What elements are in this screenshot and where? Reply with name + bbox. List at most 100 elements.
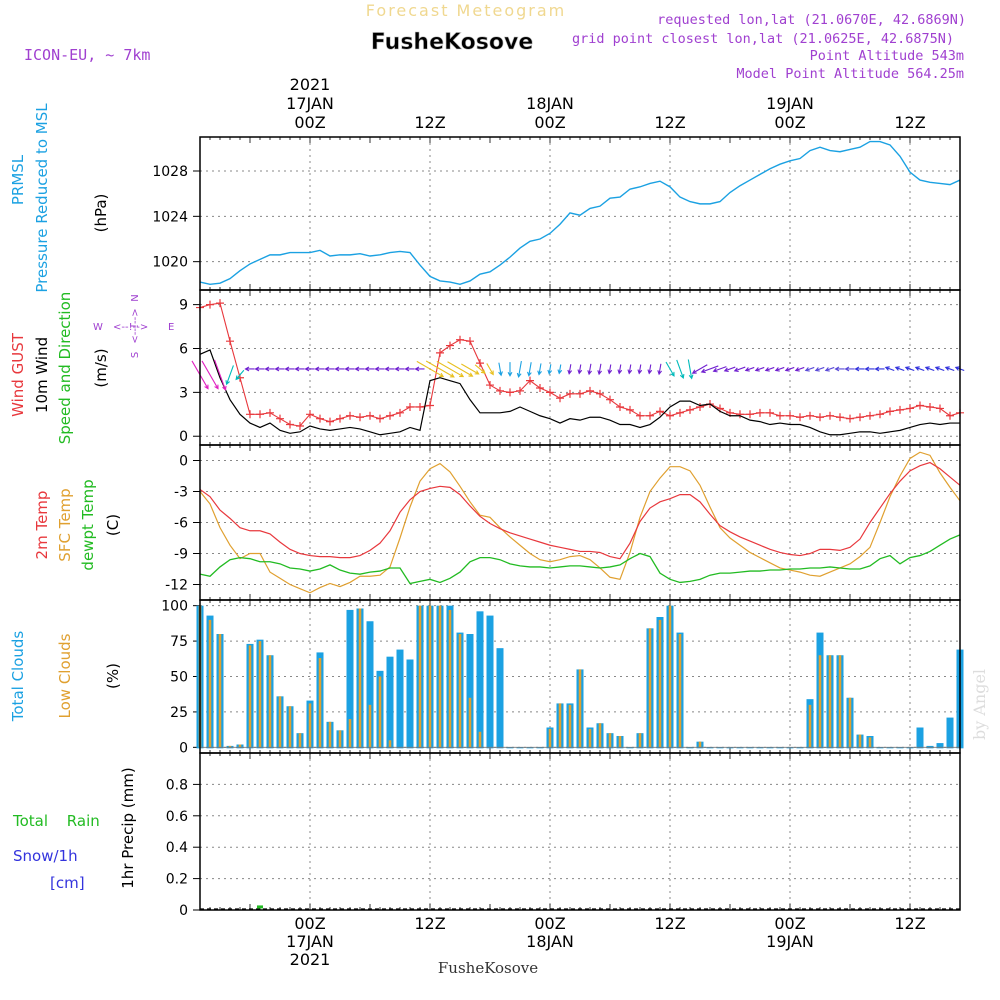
- total-cloud-bar: [466, 634, 474, 749]
- gust-marker: [216, 299, 224, 308]
- panel-temperature: 0 -3 -6 -9 -12: [165, 444, 961, 601]
- top-time-label: 12Z: [894, 113, 925, 132]
- low-cloud-bar: [298, 733, 302, 748]
- rain-bar: [257, 905, 263, 909]
- gust-marker: [396, 408, 404, 417]
- wind-direction-arrow: [676, 359, 685, 380]
- low-cloud-bar: [368, 704, 372, 748]
- top-time-label: 12Z: [414, 113, 445, 132]
- wind-direction-arrow: [516, 360, 522, 378]
- low-cloud-bar: [638, 733, 642, 748]
- gust-marker: [316, 414, 324, 423]
- total-cloud-bar: [366, 621, 374, 749]
- wind-direction-arrow: [764, 366, 775, 372]
- gust-marker: [646, 411, 654, 420]
- wind-direction-arrow: [774, 366, 785, 372]
- wind-direction-arrow: [844, 366, 855, 372]
- compass-ew-arrows: <--!-->: [113, 322, 148, 333]
- total-cloud-bar: [906, 747, 914, 749]
- low-cloud-bar: [608, 733, 612, 748]
- wind-direction-arrow: [794, 366, 805, 372]
- gust-marker: [666, 411, 674, 420]
- gust-marker: [536, 383, 544, 392]
- low-cloud-bar: [618, 736, 622, 748]
- wind-direction-arrow: [607, 364, 613, 375]
- temp-unit: (C): [104, 514, 122, 536]
- wind-direction-arrow: [244, 366, 255, 372]
- low-cloud-bar: [678, 634, 682, 748]
- wind-unit: (m/s): [92, 348, 110, 387]
- gust-marker: [946, 411, 954, 420]
- gust-marker: [366, 411, 374, 420]
- total-cloud-bar: [496, 648, 504, 749]
- gust-marker: [376, 414, 384, 423]
- compass-w: W: [93, 322, 103, 333]
- gust-marker: [606, 395, 614, 404]
- model-altitude: Model Point Altitude 564.25m: [736, 66, 964, 82]
- y-tick-label: 0.2: [166, 872, 188, 888]
- wind-direction-arrow: [294, 366, 305, 372]
- panel-clouds: 0 25 50 75 100: [161, 599, 964, 756]
- wind-direction-arrow: [784, 366, 795, 372]
- y-tick-label: 0: [179, 429, 188, 445]
- low-cloud-bar: [698, 741, 702, 748]
- wind-direction-arrow: [214, 359, 227, 391]
- total-cloud-bar: [726, 747, 734, 749]
- snow-legend: Snow/1h: [13, 847, 78, 865]
- low-cloud-bar: [558, 703, 562, 748]
- total-cloud-bar: [346, 609, 354, 749]
- y-tick-label: 1028: [152, 164, 188, 180]
- total-cloud-bar: [476, 611, 484, 749]
- low-cloud-bar: [828, 655, 832, 748]
- wind-direction-arrow: [894, 366, 905, 372]
- total-cloud-bar: [786, 747, 794, 749]
- gust-marker: [496, 386, 504, 395]
- low-cloud-bar: [218, 634, 222, 748]
- y-tick-label: 0: [179, 903, 188, 919]
- top-time-label: 2021: [290, 75, 331, 94]
- gust-marker: [936, 404, 944, 413]
- wind-direction-arrow: [924, 366, 935, 372]
- wind-direction-arrow: [414, 366, 425, 372]
- low-cloud-bar: [468, 697, 472, 748]
- gust-marker: [636, 411, 644, 420]
- wind-direction-arrow: [804, 366, 815, 372]
- gust-marker: [596, 389, 604, 398]
- point-altitude: Point Altitude 543m: [810, 48, 964, 64]
- low-cloud-bar: [268, 655, 272, 748]
- y-tick-label: 0.6: [166, 809, 188, 825]
- top-time-label: 19JAN: [766, 94, 814, 113]
- total-cloud-bar: [386, 656, 394, 749]
- wind-direction-arrow: [700, 365, 719, 374]
- wind-direction-arrow: [374, 366, 385, 372]
- gust-marker: [826, 411, 834, 420]
- gust-marker: [696, 402, 704, 411]
- total-cloud-bar: [946, 717, 954, 749]
- total-cloud-bar: [406, 659, 414, 749]
- low-cloud-bar: [548, 728, 552, 748]
- gust-marker: [306, 410, 314, 419]
- wind-direction-arrow: [547, 364, 553, 375]
- gust-marker: [506, 388, 514, 397]
- gust-marker: [356, 413, 364, 422]
- gust-marker: [276, 414, 284, 423]
- low-cloud-bar: [588, 728, 592, 748]
- total-cloud-bar: [776, 747, 784, 749]
- low-cloud-bar: [378, 676, 382, 748]
- wind-direction-arrow: [637, 364, 643, 375]
- t2m-label: 2m Temp: [33, 491, 51, 560]
- wind-direction-arrow: [274, 366, 285, 372]
- model-label: ICON-EU, ~ 7km: [24, 46, 150, 64]
- wind-direction-arrow: [324, 366, 335, 372]
- y-tick-label: 100: [161, 599, 188, 615]
- gust-marker: [436, 348, 444, 357]
- wind-direction-arrow: [665, 361, 675, 377]
- wind-line: [199, 349, 960, 436]
- gust-marker: [526, 376, 534, 385]
- wind-direction-arrow: [587, 363, 593, 376]
- gust-marker: [746, 410, 754, 419]
- low-cloud-bar: [328, 721, 332, 748]
- wind-direction-arrow: [754, 366, 765, 372]
- gust-marker: [616, 402, 624, 411]
- wind-direction-arrow: [344, 366, 355, 372]
